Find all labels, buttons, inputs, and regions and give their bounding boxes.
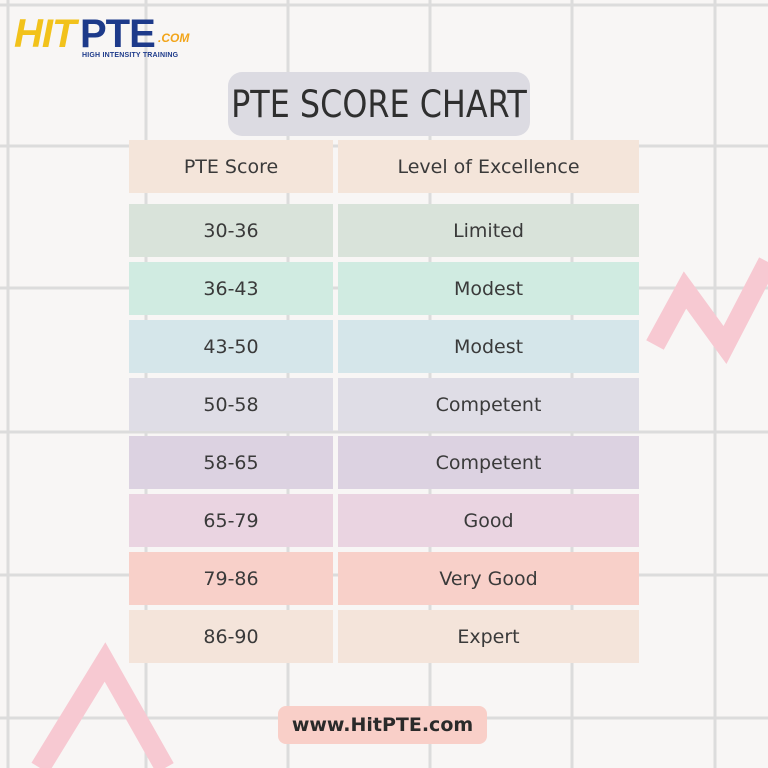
level-cell: Limited <box>338 204 639 257</box>
logo-pte-text: PTE <box>80 12 156 56</box>
level-cell: Very Good <box>338 552 639 605</box>
header-pte-score: PTE Score <box>129 140 333 193</box>
logo-com-text: .COM <box>158 31 190 45</box>
score-cell: 36-43 <box>129 262 333 315</box>
score-cell: 58-65 <box>129 436 333 489</box>
chart-title-text: PTE SCORE CHART <box>231 82 527 126</box>
chart-title: PTE SCORE CHART <box>228 72 530 136</box>
score-cell: 50-58 <box>129 378 333 431</box>
score-cell: 43-50 <box>129 320 333 373</box>
level-cell: Modest <box>338 320 639 373</box>
hitpte-logo: HIT PTE .COM HIGH INTENSITY TRAINING <box>14 12 194 59</box>
level-cell: Modest <box>338 262 639 315</box>
score-cell: 86-90 <box>129 610 333 663</box>
level-cell: Good <box>338 494 639 547</box>
website-url[interactable]: www.HitPTE.com <box>278 706 487 744</box>
score-cell: 79-86 <box>129 552 333 605</box>
score-cell: 65-79 <box>129 494 333 547</box>
score-cell: 30-36 <box>129 204 333 257</box>
level-cell: Expert <box>338 610 639 663</box>
level-cell: Competent <box>338 378 639 431</box>
level-cell: Competent <box>338 436 639 489</box>
logo-tagline: HIGH INTENSITY TRAINING <box>82 52 179 59</box>
logo-hit-text: HIT <box>14 12 76 56</box>
header-level-of-excellence: Level of Excellence <box>338 140 639 193</box>
